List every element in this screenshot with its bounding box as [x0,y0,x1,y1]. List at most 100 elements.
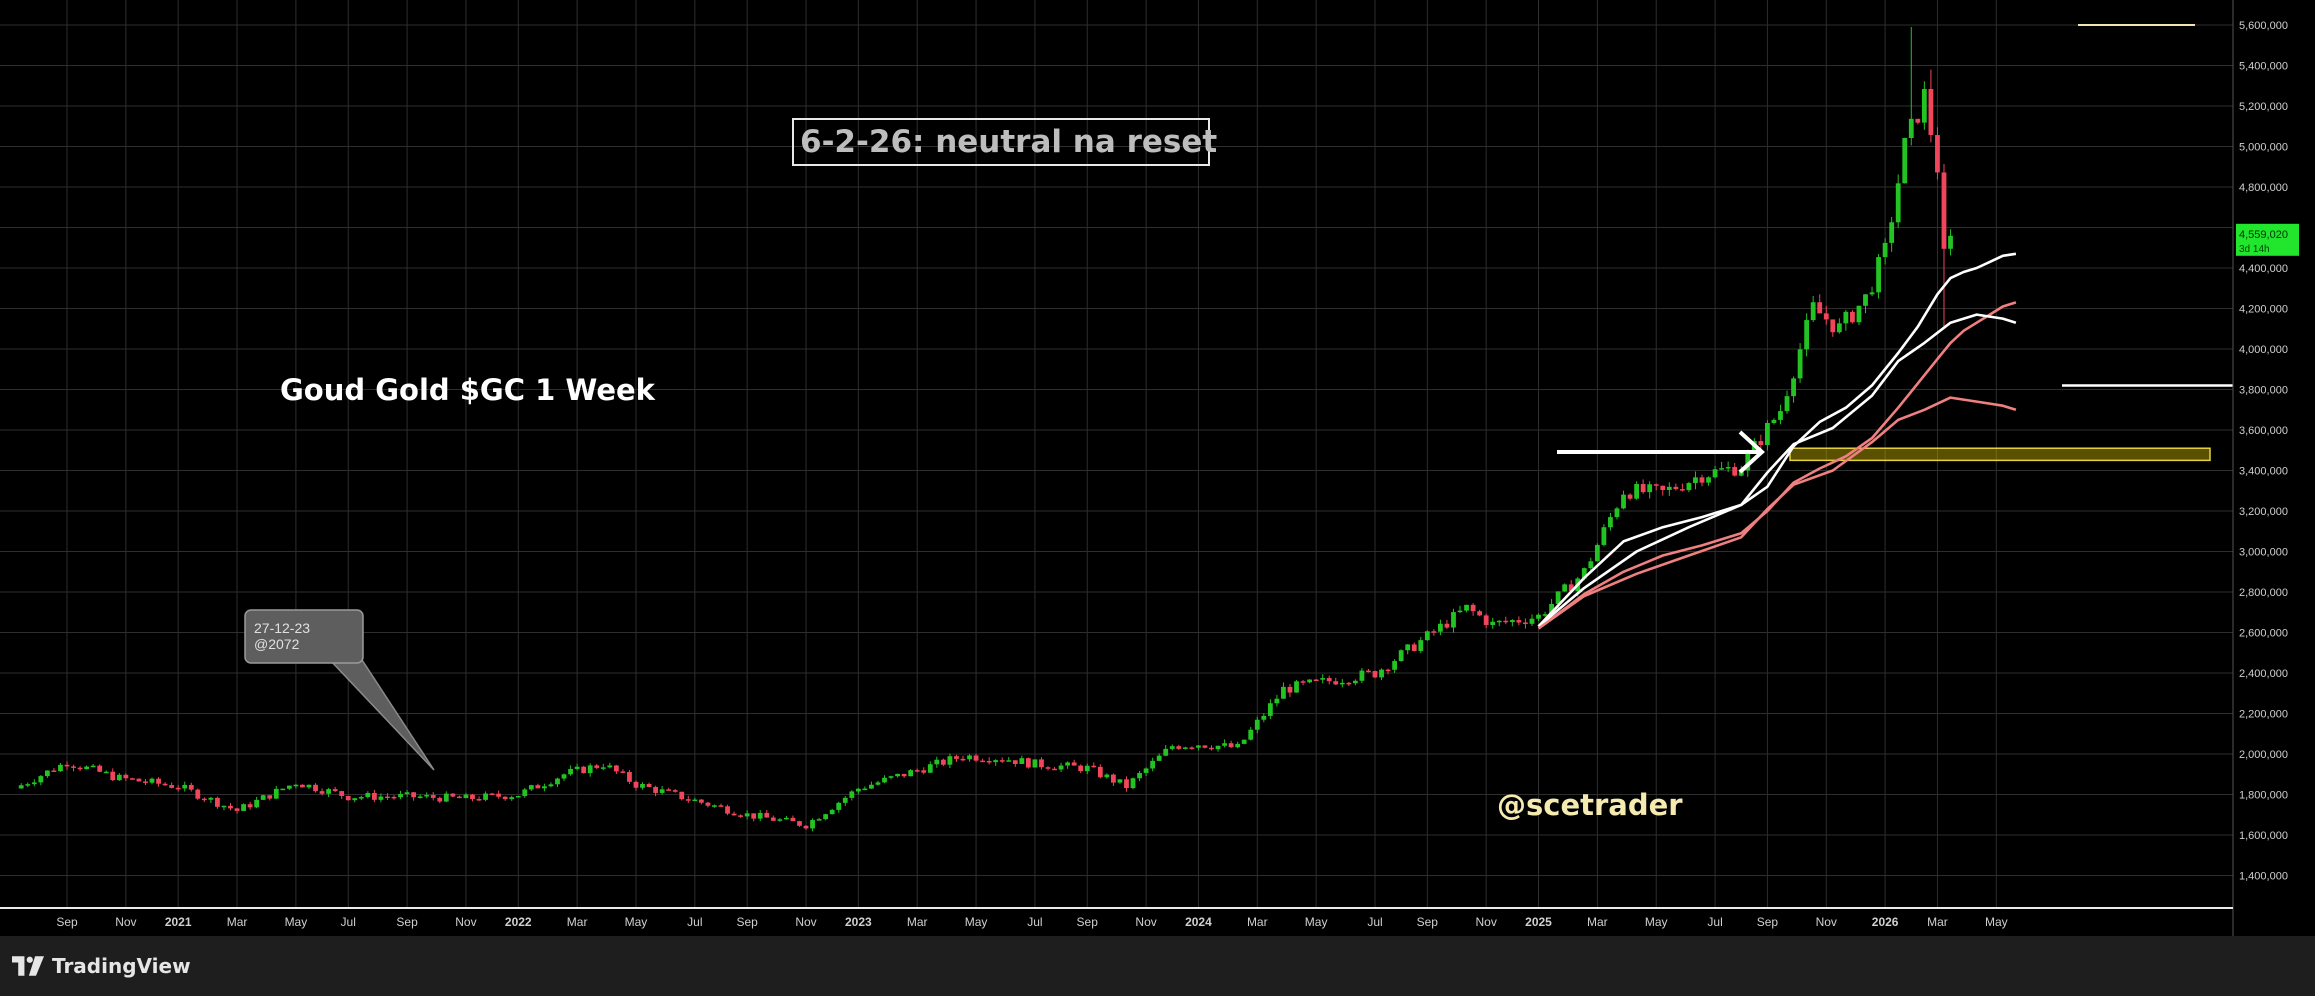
candle-body [1294,681,1299,693]
candle-body [1601,527,1607,545]
candle-body [1647,484,1653,493]
candle-body [201,798,207,801]
candle-body [1693,477,1698,484]
candle-body [882,777,887,783]
candle-body [1359,670,1365,681]
candle-body [332,789,338,792]
candle-body [594,765,600,768]
candle-body [587,765,593,774]
candle-body [175,787,181,790]
candle-body [64,764,70,767]
candle-body [1451,612,1456,628]
candle-body [1928,88,1934,136]
candle-body [398,794,403,798]
candle-body [1830,319,1836,333]
time-tick-label: Sep [56,915,78,929]
candle-body [1405,644,1411,651]
tradingview-mark-icon [12,956,44,976]
time-tick-label: 2023 [845,915,872,929]
candle-body [391,796,397,799]
zone-arrow[interactable] [1557,430,1765,474]
candle-body [1503,620,1509,623]
candle-body [1372,671,1378,678]
candle-body [1444,623,1450,628]
candle-body [496,793,502,797]
time-tick-label: 2022 [505,915,532,929]
candle-body [1536,614,1541,619]
candle-body [1025,758,1031,768]
candle-body [1097,766,1103,778]
candle-body [960,758,966,761]
candle-body [195,789,201,799]
candle-body [1189,747,1195,749]
candle-body [1549,603,1554,615]
price-tick-label: 3,800,000 [2239,385,2288,397]
candle-body [208,797,214,800]
candle-body [849,791,855,798]
candle-body [738,815,744,817]
candle-body [672,790,678,792]
time-tick-label: Mar [907,915,928,929]
title-box-annotation[interactable]: 6-2-26: neutral na reset [792,118,1217,166]
candle-body [770,817,776,821]
candle-body [659,789,665,793]
candle-body [1254,719,1260,730]
candle-body [457,796,462,799]
candle-body [286,785,292,789]
candle-body [1810,302,1816,321]
candle-body [437,797,443,802]
candle-body [940,759,946,765]
candle-body [829,809,835,815]
candle-body [417,796,423,798]
time-tick-label: Sep [1077,915,1099,929]
candle-body [1176,746,1182,749]
candle-body [908,770,914,777]
current-price-value: 4,559,020 [2239,229,2288,241]
support-zone-box [1789,447,2211,462]
chart-caption[interactable]: Goud Gold $GC 1 Week [280,373,656,407]
footer-bar: TradingView [0,936,2315,996]
candle-body [1104,774,1110,778]
candle-body [542,786,547,789]
time-tick-label: Nov [1816,915,1837,929]
candle-body [548,784,554,787]
candle-body [1948,235,1953,249]
price-tick-label: 2,400,000 [2239,668,2288,680]
candle-body [875,782,881,785]
candle-body [1784,396,1790,412]
price-chart[interactable]: 5,600,000 5,400,000 5,200,000 5,000,000 4,80… [0,0,2315,936]
candle-body [1666,486,1672,490]
time-tick-label: Sep [396,915,418,929]
tradingview-logo[interactable]: TradingView [12,954,191,978]
candle-body [1921,88,1927,123]
candle-body [823,814,829,820]
candle-body [116,774,122,781]
price-callout[interactable]: 27-12-23 @2072 [244,609,435,771]
candle-body [1876,257,1881,293]
time-axis[interactable]: Sep Nov 2021 Mar May Jul Sep Nov 2022 Mar May Jul Se… [56,915,2007,929]
candle-body [1765,422,1770,445]
candle-body [1124,779,1129,789]
candle-body [1621,494,1626,509]
candle-body [1398,650,1404,662]
bar-countdown: 3d 14h [2239,244,2270,255]
candle-body [345,795,351,801]
candle-body [1202,745,1208,748]
candle-body [869,784,874,789]
candle-body [443,793,449,802]
candle-body [1307,679,1312,683]
candle-body [836,802,842,810]
candle-body [1156,755,1162,761]
horizontal-lines [2062,24,2233,387]
time-tick-label: Jul [1707,915,1722,929]
candle-body [1196,745,1201,748]
candle-body [1941,172,1947,249]
candle-body [18,785,24,789]
candle-body [38,776,44,783]
price-tick-label: 3,600,000 [2239,425,2288,437]
candle-body [1032,759,1038,768]
time-tick-label: Mar [567,915,588,929]
candle-body [1483,615,1489,626]
candle-body [1568,584,1574,592]
